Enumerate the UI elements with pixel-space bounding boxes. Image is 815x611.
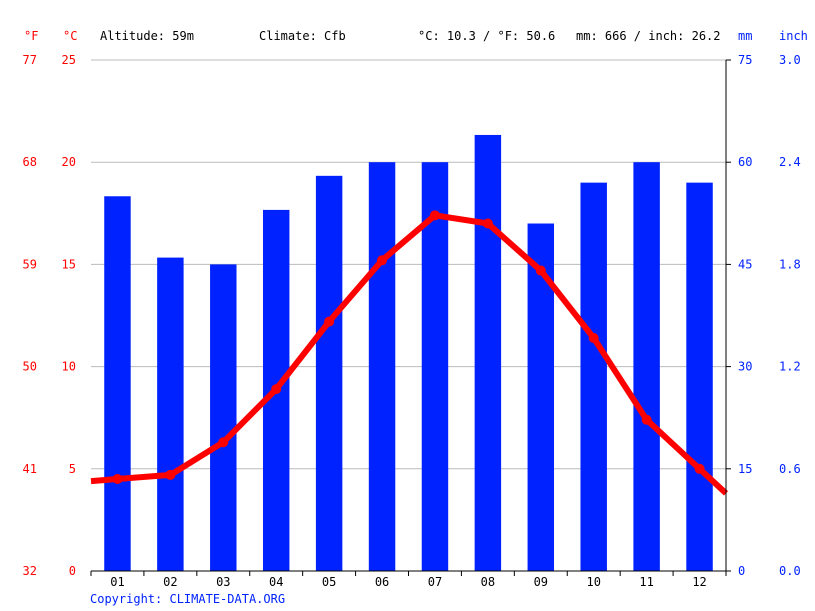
- mm-tick: 75: [738, 53, 752, 67]
- month-tick: 04: [269, 575, 283, 589]
- celsius-tick: 10: [62, 360, 76, 374]
- month-tick: 02: [163, 575, 177, 589]
- precipitation-bar: [157, 257, 184, 571]
- fahrenheit-tick: 32: [23, 564, 37, 578]
- month-tick: 11: [639, 575, 653, 589]
- precipitation-bar: [421, 162, 449, 571]
- precipitation-bar: [474, 134, 502, 572]
- mm-unit-label: mm: [738, 29, 752, 43]
- inch-tick: 0.6: [779, 462, 801, 476]
- inch-tick: 2.4: [779, 155, 801, 169]
- precipitation-bar: [104, 196, 131, 571]
- temperature-point: [588, 332, 599, 343]
- chart-axes: [90, 59, 731, 576]
- month-tick: 03: [216, 575, 230, 589]
- precipitation-bar: [580, 182, 607, 571]
- temperature-line: [90, 210, 729, 496]
- inch-tick: 1.8: [779, 257, 801, 271]
- month-tick: 01: [110, 575, 124, 589]
- mm-tick: 15: [738, 462, 752, 476]
- month-tick: 06: [375, 575, 389, 589]
- annual-precipitation-label: mm: 666 / inch: 26.2: [576, 29, 721, 43]
- temperature-point: [429, 210, 440, 221]
- celsius-tick: 5: [69, 462, 76, 476]
- fahrenheit-unit-label: °F: [24, 29, 38, 43]
- precipitation-bar: [210, 264, 237, 571]
- fahrenheit-tick: 77: [23, 53, 37, 67]
- temperature-point: [112, 474, 123, 485]
- fahrenheit-tick: 59: [23, 257, 37, 271]
- average-temperature-label: °C: 10.3 / °F: 50.6: [418, 29, 555, 43]
- temperature-point: [482, 218, 493, 229]
- mm-tick: 30: [738, 360, 752, 374]
- precipitation-bar: [368, 162, 396, 571]
- celsius-unit-label: °C: [63, 29, 77, 43]
- grid-lines: [91, 59, 726, 470]
- celsius-tick: 0: [69, 564, 76, 578]
- precipitation-bars: [104, 134, 713, 572]
- month-tick: 05: [322, 575, 336, 589]
- mm-tick: 0: [738, 564, 745, 578]
- mm-tick: 60: [738, 155, 752, 169]
- inch-tick: 0.0: [779, 564, 801, 578]
- month-tick: 09: [534, 575, 548, 589]
- celsius-tick: 15: [62, 257, 76, 271]
- temperature-point: [324, 316, 335, 327]
- precipitation-bar: [527, 223, 555, 571]
- altitude-label: Altitude: 59m: [100, 29, 194, 43]
- precipitation-bar: [686, 182, 713, 571]
- fahrenheit-tick: 50: [23, 360, 37, 374]
- axis-tick-labels: 32 0 0 0.0 41 5 15 0.6 50 10 30 1.2 59 15 45 1.8 68 20 60 2…: [23, 53, 801, 589]
- celsius-tick: 25: [62, 53, 76, 67]
- temperature-series-line: [90, 212, 729, 496]
- mm-tick: 45: [738, 257, 752, 271]
- temperature-point: [377, 255, 388, 266]
- inch-tick: 3.0: [779, 53, 801, 67]
- fahrenheit-tick: 68: [23, 155, 37, 169]
- temperature-point: [641, 414, 652, 425]
- month-tick: 10: [586, 575, 600, 589]
- celsius-tick: 20: [62, 155, 76, 169]
- precipitation-bar: [633, 162, 660, 571]
- precipitation-bar: [315, 175, 343, 571]
- temperature-point: [271, 384, 282, 395]
- month-tick: 12: [692, 575, 706, 589]
- month-tick: 08: [481, 575, 495, 589]
- inch-unit-label: inch: [779, 29, 808, 43]
- temperature-point: [535, 265, 546, 276]
- inch-tick: 1.2: [779, 360, 801, 374]
- temperature-point: [694, 463, 705, 474]
- climate-label: Climate: Cfb: [259, 29, 346, 43]
- fahrenheit-tick: 41: [23, 462, 37, 476]
- copyright-label: Copyright: CLIMATE-DATA.ORG: [90, 592, 285, 606]
- temperature-point: [218, 437, 229, 448]
- temperature-point: [165, 469, 176, 480]
- month-tick: 07: [428, 575, 442, 589]
